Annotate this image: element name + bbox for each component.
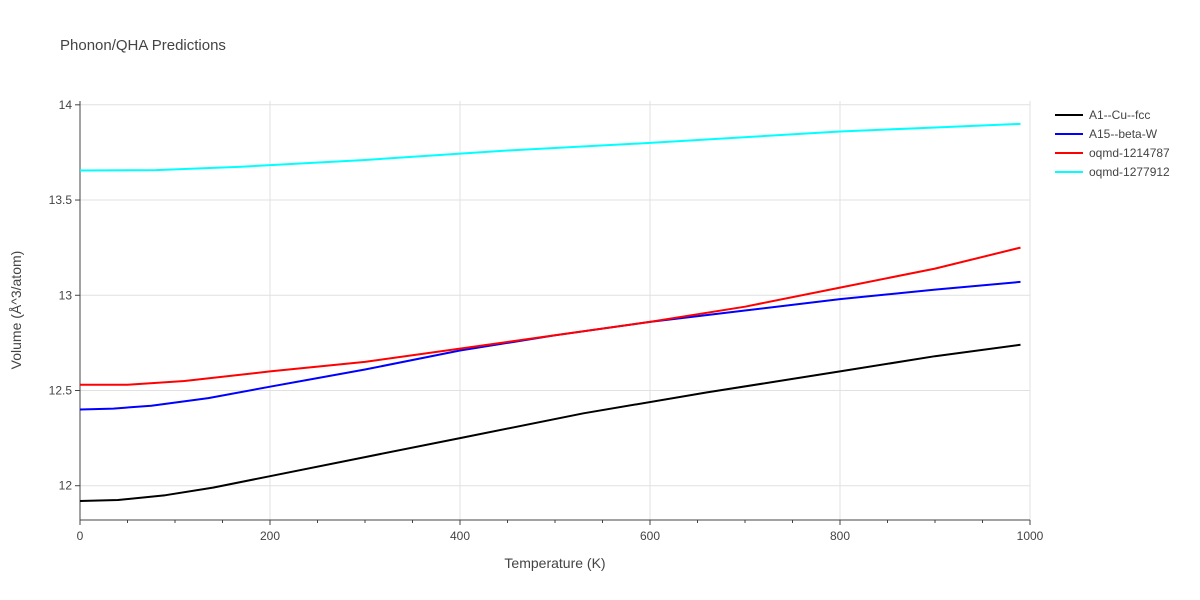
y-axis-ticks: 12 12.5 13 13.5 14 (49, 98, 80, 493)
legend-label: A15--beta-W (1089, 127, 1158, 141)
y-tick-label: 12 (59, 479, 73, 493)
legend-label: oqmd-1277912 (1089, 165, 1170, 179)
x-tick-label: 0 (77, 529, 84, 543)
x-axis-title: Temperature (K) (504, 555, 605, 571)
series-lines (79, 122, 1021, 502)
legend-label: A1--Cu--fcc (1089, 108, 1150, 122)
series-line-oqmd-1277912 (79, 122, 1021, 172)
series-line-A1--Cu--fcc (79, 343, 1021, 502)
x-tick-label: 800 (830, 529, 850, 543)
legend: A1--Cu--fcc A15--beta-W oqmd-1214787 oqmd-1… (1055, 108, 1170, 179)
y-tick-label: 13 (59, 288, 73, 302)
x-tick-label: 400 (450, 529, 470, 543)
x-tick-label: 1000 (1017, 529, 1044, 543)
chart-title: Phonon/QHA Predictions (60, 37, 226, 54)
y-axis-title: Volume (Å^3/atom) (8, 251, 24, 370)
y-tick-label: 14 (59, 98, 73, 112)
x-tick-label: 600 (640, 529, 660, 543)
x-axis-ticks: 0 200 400 600 800 1000 (77, 520, 1044, 543)
x-tick-label: 200 (260, 529, 280, 543)
grid (80, 101, 1031, 520)
series-line-A15--beta-W (79, 280, 1021, 411)
y-tick-label: 12.5 (49, 383, 73, 397)
legend-label: oqmd-1214787 (1089, 146, 1170, 160)
series-line-oqmd-1214787 (80, 246, 1021, 386)
y-tick-label: 13.5 (49, 193, 73, 207)
